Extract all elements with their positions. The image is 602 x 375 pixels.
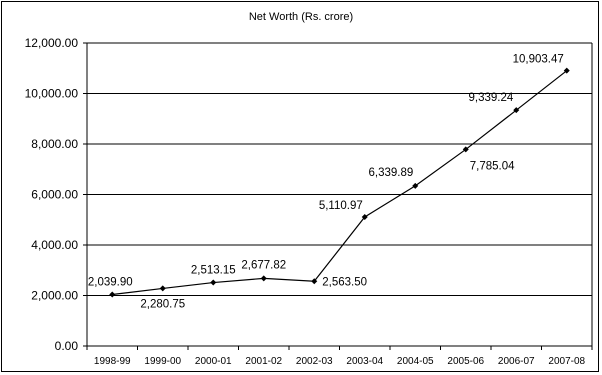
- series-net-worth: [109, 67, 570, 298]
- gridlines: [87, 42, 592, 296]
- x-tick-label: 2001-02: [245, 356, 282, 367]
- y-tick-label: 8,000.00: [31, 137, 78, 151]
- chart-title: Net Worth (Rs. crore): [249, 11, 353, 23]
- x-tick-label: 2003-04: [346, 356, 383, 367]
- x-tick-label: 1999-00: [144, 356, 181, 367]
- data-label: 2,513.15: [191, 265, 236, 277]
- data-point: [412, 182, 419, 189]
- data-point: [311, 278, 318, 285]
- data-label: 2,563.50: [322, 276, 367, 288]
- data-point: [260, 275, 267, 282]
- y-tick-labels: 0.00 2,000.00 4,000.00 6,000.00 8,000.00 10,0…: [25, 36, 79, 353]
- x-tick-labels: 1998-99 1999-00 2000-01 2001-02 2002-03 2003-…: [94, 356, 586, 367]
- axes: [83, 42, 593, 350]
- y-tick-label: 10,000.00: [25, 87, 79, 101]
- y-tick-label: 2,000.00: [31, 289, 78, 303]
- data-point: [462, 146, 469, 153]
- x-tick-label: 2006-07: [498, 356, 535, 367]
- data-point: [563, 67, 570, 74]
- data-point: [109, 291, 116, 298]
- x-tick-label: 2005-06: [447, 356, 484, 367]
- x-tick-label: 2000-01: [195, 356, 232, 367]
- y-tick-label: 4,000.00: [31, 238, 78, 252]
- x-tick-label: 1998-99: [94, 356, 131, 367]
- x-tick-label: 2004-05: [397, 356, 434, 367]
- data-label: 5,110.97: [319, 200, 363, 212]
- data-point: [210, 279, 217, 286]
- x-tick-label: 2002-03: [296, 356, 333, 367]
- data-point: [513, 107, 520, 114]
- data-label: 2,677.82: [241, 259, 286, 271]
- data-label: 2,280.75: [140, 298, 185, 310]
- data-label: 9,339.24: [468, 92, 513, 104]
- y-tick-label: 6,000.00: [31, 188, 78, 202]
- series-line: [112, 70, 568, 296]
- y-tick-label: 0.00: [55, 339, 79, 353]
- data-label: 6,339.89: [368, 167, 413, 179]
- data-labels: 2,039.90 2,280.75 2,513.15 2,677.82 2,563.50…: [88, 54, 564, 311]
- data-label: 2,039.90: [88, 276, 133, 288]
- data-point: [361, 213, 368, 220]
- data-label: 7,785.04: [470, 160, 515, 172]
- data-point: [159, 285, 166, 292]
- data-label: 10,903.47: [513, 54, 564, 66]
- x-tick-label: 2007-08: [548, 356, 585, 367]
- y-tick-label: 12,000.00: [25, 36, 79, 50]
